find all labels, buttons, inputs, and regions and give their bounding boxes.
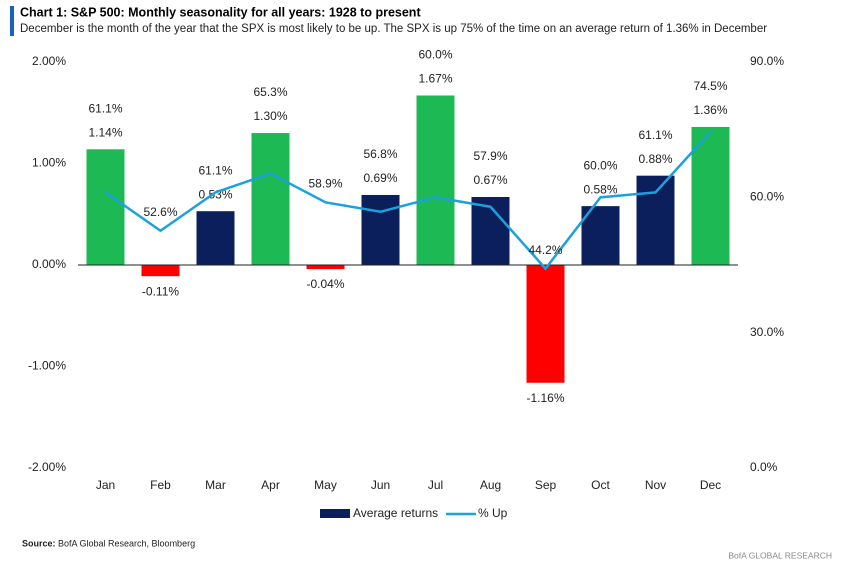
line-value-label: 57.9% — [473, 149, 507, 163]
x-tick-label: May — [314, 478, 337, 492]
line-value-label: 74.5% — [693, 79, 727, 93]
bar-value-label: 1.36% — [693, 103, 727, 117]
line-value-label: 60.0% — [418, 48, 452, 62]
bar-value-label: 0.88% — [638, 152, 672, 166]
bar — [691, 126, 730, 266]
x-tick-label: Dec — [700, 478, 721, 492]
bar-value-label: 1.14% — [88, 125, 122, 139]
source-label: Source: — [22, 538, 56, 548]
line-value-label: 61.1% — [638, 128, 672, 142]
title-accent — [10, 6, 14, 36]
x-tick-label: Aug — [480, 478, 501, 492]
bar — [251, 133, 290, 265]
x-tick-label: Jul — [428, 478, 443, 492]
x-tick-label: Nov — [645, 478, 666, 492]
bar — [416, 95, 455, 266]
y-tick-label: -2.00% — [28, 460, 66, 474]
bar — [196, 211, 235, 265]
y-tick-label: 1.00% — [32, 156, 66, 170]
bar-value-label: 0.58% — [583, 182, 617, 196]
line — [104, 131, 712, 271]
bar — [141, 265, 180, 277]
y2-tick-label: 30.0% — [750, 325, 784, 339]
chart-subtitle: December is the month of the year that t… — [20, 23, 767, 35]
y2-tick-label: 0.0% — [750, 460, 778, 474]
legend-label: % Up — [478, 506, 508, 520]
bar — [86, 149, 125, 265]
y-tick-label: 0.00% — [32, 257, 66, 271]
line-value-label: 44.2% — [528, 243, 562, 257]
x-tick-label: Apr — [261, 478, 280, 492]
x-tick-label: Sep — [535, 478, 557, 492]
x-tick-label: Mar — [205, 478, 226, 492]
line-value-label: 56.8% — [363, 147, 397, 161]
line-value-label: 58.9% — [308, 176, 342, 190]
bar — [526, 265, 565, 383]
x-tick-label: Jun — [371, 478, 390, 492]
x-tick-label: Feb — [150, 478, 171, 492]
bar-value-label: -0.11% — [142, 284, 179, 298]
y2-tick-label: 60.0% — [750, 190, 784, 204]
legend-label: Average returns — [353, 506, 438, 520]
bar-value-label: -1.16% — [526, 391, 564, 405]
line-value-label: 60.0% — [583, 158, 617, 172]
y-tick-label: -1.00% — [28, 359, 66, 373]
y2-tick-label: 90.0% — [750, 54, 784, 68]
source: BofA Global Research, Bloomberg — [58, 538, 195, 548]
line-value-label: 61.1% — [198, 163, 232, 177]
bar — [306, 265, 345, 270]
footer: BofA GLOBAL RESEARCH — [728, 550, 832, 560]
bar-value-label: -0.04% — [306, 277, 344, 291]
x-tick-label: Jan — [96, 478, 115, 492]
chart-title: Chart 1: S&P 500: Monthly seasonality fo… — [20, 5, 421, 19]
y-tick-label: 2.00% — [32, 54, 66, 68]
bar-value-label: 0.67% — [473, 173, 507, 187]
bar-value-label: 1.30% — [253, 109, 287, 123]
line-value-label: 65.3% — [253, 85, 287, 99]
bar-value-label: 0.69% — [363, 171, 397, 185]
bar — [361, 194, 400, 265]
x-tick-label: Oct — [591, 478, 610, 492]
line-value-label: 61.1% — [88, 101, 122, 115]
bar-value-label: 1.67% — [418, 72, 452, 86]
legend-swatch — [320, 509, 350, 518]
bar — [636, 175, 675, 265]
line-value-label: 52.6% — [143, 205, 177, 219]
bar — [581, 206, 620, 265]
